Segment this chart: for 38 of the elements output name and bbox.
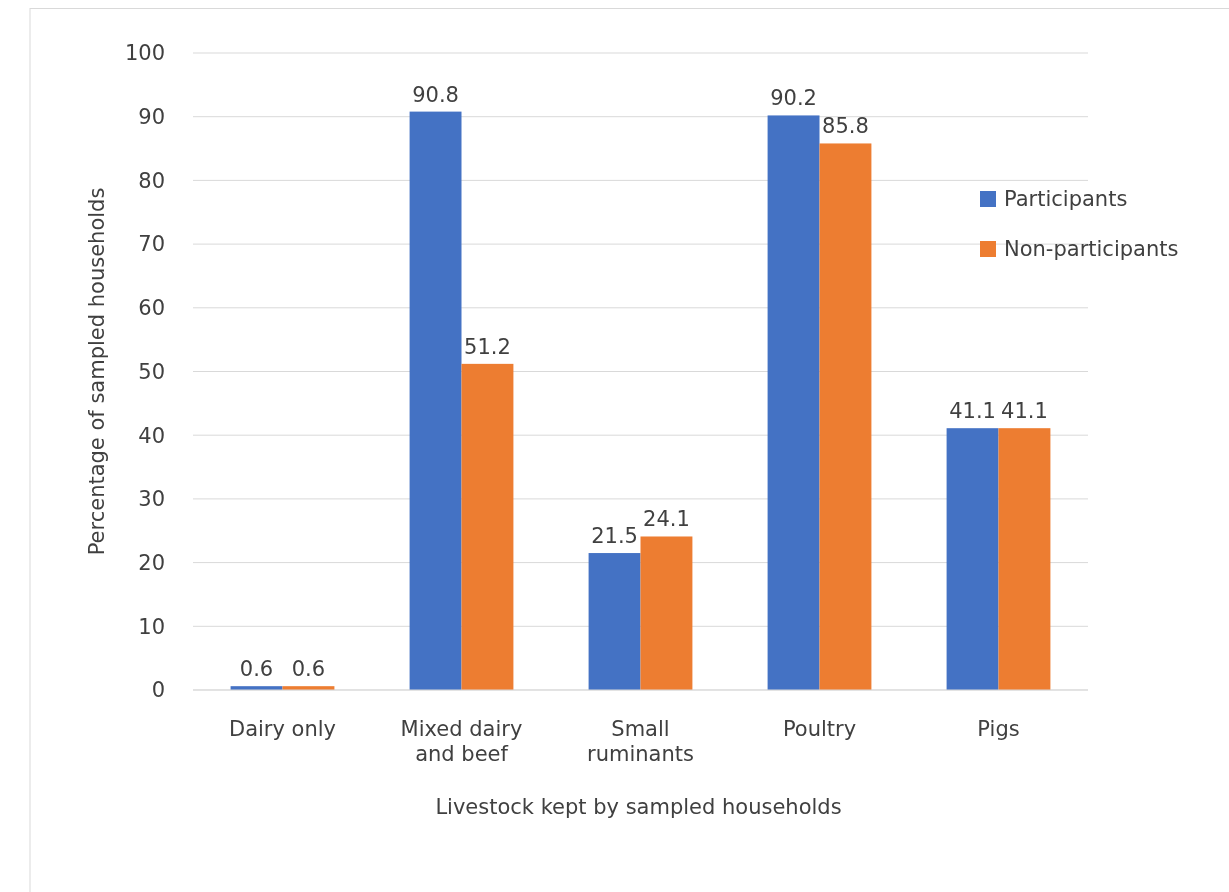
bar: [640, 536, 693, 690]
y-tick-label: 0: [151, 678, 165, 703]
y-tick-label: 10: [138, 614, 165, 639]
data-label: 24.1: [643, 507, 690, 532]
y-tick-label: 70: [138, 232, 165, 257]
y-tick-label: 30: [138, 487, 165, 512]
data-label: 21.5: [591, 524, 638, 549]
bar: [409, 111, 462, 690]
legend-label: Non-participants: [1004, 237, 1179, 262]
data-label: 41.1: [949, 399, 996, 424]
data-label: 41.1: [1001, 399, 1048, 424]
bar: [819, 143, 872, 690]
x-tick-label: Small ruminants: [587, 717, 694, 766]
y-tick-label: 90: [138, 105, 165, 130]
y-tick-label: 50: [138, 359, 165, 384]
bar: [767, 115, 820, 690]
legend-label: Participants: [1004, 187, 1128, 212]
y-tick-label: 40: [138, 423, 165, 448]
y-axis-title: Percentage of sampled households: [85, 187, 109, 556]
x-tick-label: Poultry: [782, 717, 857, 741]
data-label: 90.2: [770, 86, 817, 111]
data-label: 0.6: [291, 657, 326, 682]
bar: [998, 428, 1051, 690]
x-tick-label: Mixed dairy and beef: [400, 717, 523, 766]
y-tick-label: 20: [138, 550, 165, 575]
data-label: 0.6: [239, 657, 274, 682]
bar: [946, 428, 999, 690]
data-label: 51.2: [464, 334, 511, 359]
data-label: 90.8: [412, 82, 459, 107]
bar: [461, 363, 514, 690]
x-tick-label: Pigs: [977, 717, 1020, 741]
x-tick-label: Dairy only: [228, 717, 337, 741]
y-tick-label: 80: [138, 168, 165, 193]
y-tick-label: 100: [124, 41, 165, 66]
y-tick-label: 60: [138, 296, 165, 321]
bar: [588, 553, 641, 690]
x-axis-title: Livestock kept by sampled households: [435, 795, 842, 819]
data-label: 85.8: [822, 114, 869, 139]
